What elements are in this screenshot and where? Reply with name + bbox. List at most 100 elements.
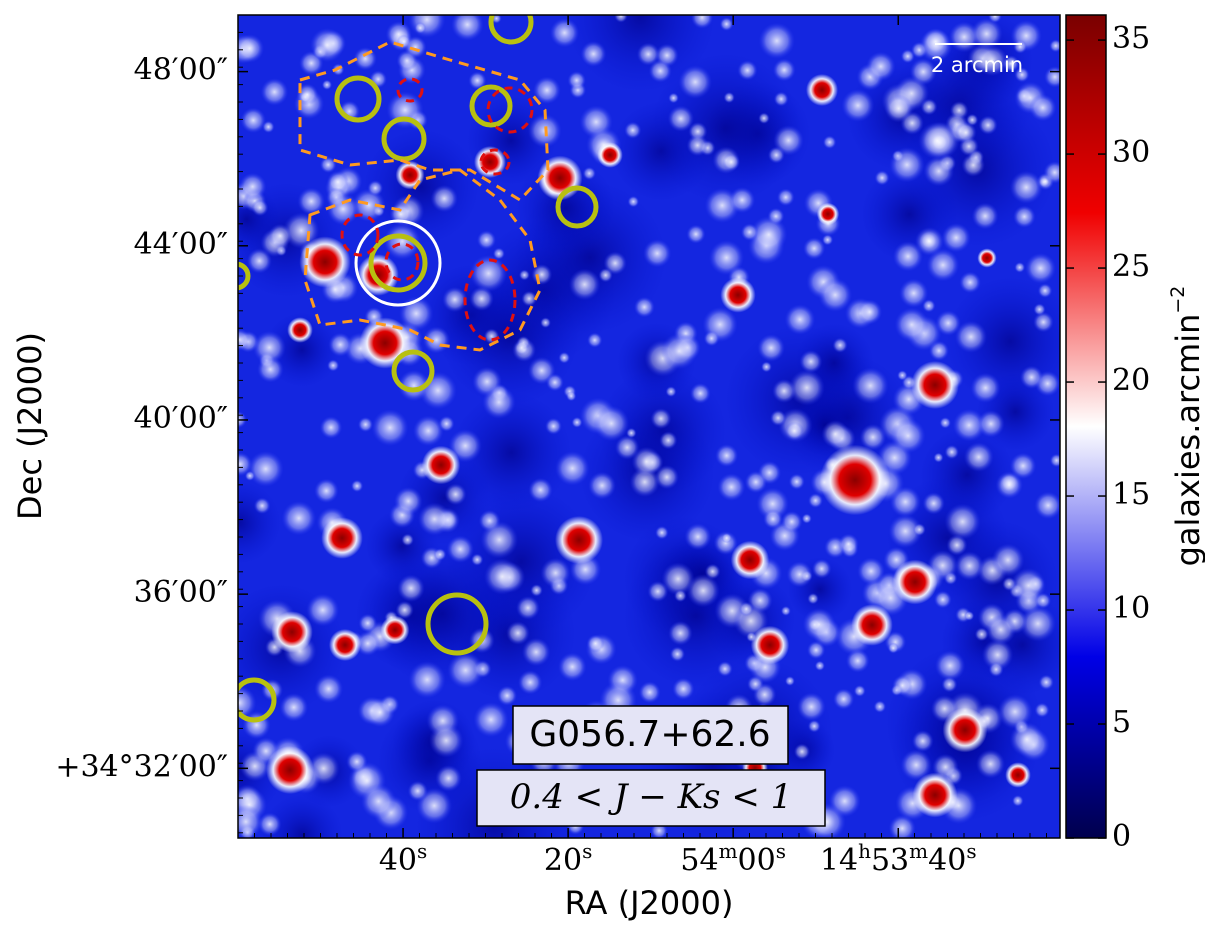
white-blob	[1010, 171, 1043, 204]
white-blob	[715, 444, 738, 467]
white-blob	[759, 23, 795, 59]
x-tick-label-part: 00	[738, 843, 776, 878]
red-blob	[817, 203, 839, 225]
red-blob	[597, 142, 623, 168]
white-blob	[670, 646, 685, 661]
white-blob	[365, 697, 395, 727]
white-blob	[770, 410, 786, 426]
white-blob	[545, 418, 562, 435]
white-blob	[558, 653, 586, 681]
white-blob	[1038, 283, 1053, 298]
white-blob	[516, 596, 540, 620]
white-blob	[497, 686, 517, 706]
white-blob	[1020, 366, 1043, 389]
white-blob	[1035, 593, 1051, 609]
white-blob	[1039, 675, 1054, 690]
white-blob	[942, 677, 958, 693]
white-blob	[875, 170, 890, 185]
white-blob	[785, 676, 795, 686]
x-tick-label-part: 40	[379, 843, 417, 878]
white-blob	[724, 92, 735, 103]
white-blob	[709, 240, 744, 275]
white-blob	[945, 445, 959, 459]
colorbar-tick-label: 35	[1112, 21, 1150, 56]
white-blob	[280, 693, 309, 722]
white-blob	[739, 602, 753, 616]
white-blob	[519, 270, 530, 281]
red-blob	[851, 604, 893, 646]
colorbar-tick-label: 25	[1112, 249, 1150, 284]
white-blob	[254, 497, 271, 514]
colorbar-tick-label: 0	[1112, 819, 1131, 854]
white-blob	[358, 417, 373, 432]
white-blob	[1033, 312, 1054, 333]
white-blob	[480, 521, 518, 559]
white-blob	[614, 9, 627, 22]
colorbar-tick-label: 10	[1112, 591, 1150, 626]
white-blob	[913, 523, 926, 536]
white-blob	[690, 383, 711, 404]
white-blob	[229, 805, 263, 839]
white-blob	[649, 59, 672, 82]
white-blob	[808, 720, 821, 733]
white-blob	[581, 41, 607, 67]
white-blob	[1013, 205, 1036, 228]
white-blob	[893, 241, 923, 271]
white-blob	[926, 249, 959, 282]
white-blob	[314, 674, 343, 703]
white-blob	[473, 702, 508, 737]
red-blob	[806, 74, 838, 106]
red-blob	[271, 611, 313, 653]
y-tick-label: 40′00″	[134, 401, 228, 436]
white-blob	[328, 333, 352, 357]
white-blob	[470, 255, 507, 292]
white-blob	[235, 34, 264, 63]
white-blob	[923, 492, 945, 514]
white-blob	[367, 180, 383, 196]
white-blob	[996, 471, 1023, 498]
white-blob	[555, 451, 590, 486]
white-blob	[1043, 161, 1066, 184]
white-blob	[976, 749, 1005, 778]
white-blob	[971, 18, 1003, 50]
white-blob	[414, 22, 426, 34]
white-blob	[506, 621, 530, 645]
white-blob	[833, 688, 854, 709]
white-blob	[558, 352, 570, 364]
white-blob	[651, 408, 672, 429]
white-blob	[634, 297, 655, 318]
chart-title: G056.7+62.6	[529, 714, 770, 755]
white-blob	[717, 661, 732, 676]
density-map: 2 arcmin G056.7+62.6 0.4 < J − Ks < 1	[194, 0, 1076, 906]
white-blob	[687, 134, 709, 156]
white-blob	[933, 453, 943, 463]
white-blob	[666, 386, 677, 397]
white-blob	[661, 333, 697, 369]
x-tick-label-part: h	[858, 839, 871, 863]
red-blob	[299, 236, 350, 287]
white-blob	[678, 65, 712, 99]
y-tick-label: 48′00″	[134, 53, 228, 88]
white-blob	[955, 321, 987, 353]
white-blob	[939, 417, 951, 429]
red-blob	[321, 517, 363, 559]
white-blob	[396, 50, 417, 71]
white-blob	[431, 185, 458, 212]
white-blob	[979, 116, 998, 135]
red-blob	[555, 516, 603, 564]
white-blob	[518, 670, 542, 694]
white-blob	[815, 661, 825, 671]
white-blob	[821, 420, 849, 448]
x-tick-label-part: 40	[928, 843, 966, 878]
red-blob	[751, 626, 789, 664]
white-blob	[787, 561, 813, 587]
white-blob	[358, 614, 377, 633]
white-blob	[802, 514, 812, 524]
red-blob	[422, 446, 460, 484]
white-blob	[530, 584, 542, 596]
white-blob	[668, 93, 679, 104]
white-blob	[818, 278, 852, 312]
white-blob	[761, 361, 772, 372]
white-blob	[774, 92, 789, 107]
